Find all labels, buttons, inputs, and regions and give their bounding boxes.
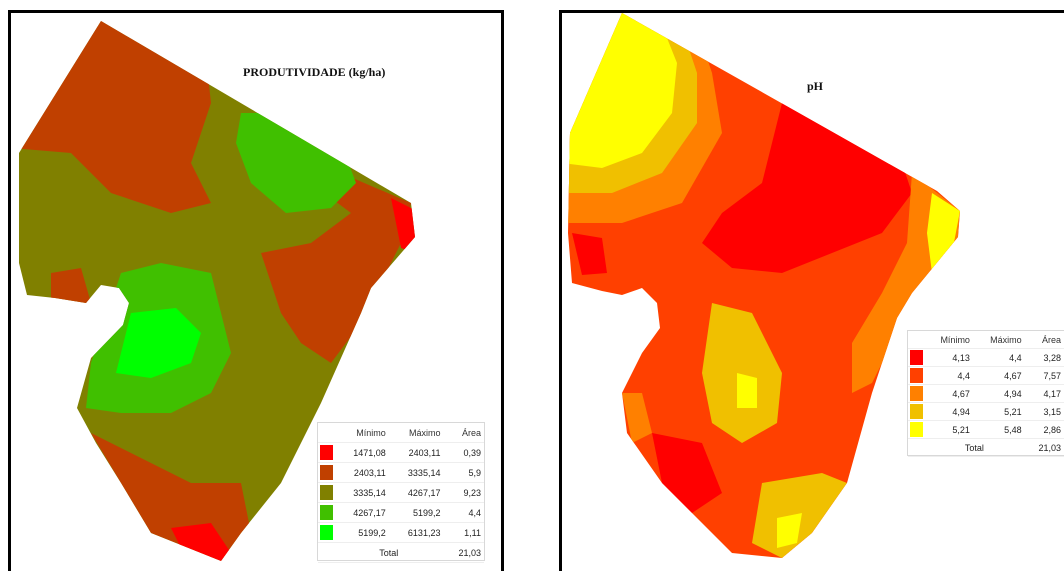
legend-min: 3335,14 [334, 482, 389, 503]
legend-area: 1,11 [443, 522, 484, 543]
legend-min: 5199,2 [334, 522, 389, 543]
legend-min: 2403,11 [334, 462, 389, 483]
ph-map-panel: pH Mínimo Máximo Área 4,13 4,4 3,28 4,4 … [559, 10, 1064, 571]
legend-swatch [320, 465, 333, 480]
legend-header-area: Área [443, 423, 484, 443]
legend-row: 4,94 5,21 3,15 [908, 402, 1064, 421]
legend-header-min: Mínimo [334, 423, 389, 443]
legend-min: 4,4 [924, 366, 973, 385]
legend-max: 3335,14 [388, 462, 444, 483]
legend-min: 5,21 [924, 420, 973, 439]
legend-area: 7,57 [1024, 366, 1064, 385]
zone-5_21-5_48-south [777, 513, 802, 548]
legend-max: 4,4 [972, 348, 1025, 367]
legend-swatch [320, 445, 333, 460]
zone-2403-3335-east [261, 143, 411, 363]
zone-4_13-4_4-south [652, 433, 722, 513]
legend-header-min: Mínimo [924, 331, 973, 349]
legend-row: 3335,14 4267,17 9,23 [318, 482, 484, 503]
zone-5199-6131 [116, 308, 201, 378]
legend-max: 4,94 [972, 384, 1025, 403]
legend-min: 4267,17 [334, 502, 389, 523]
legend-swatch [910, 368, 923, 383]
ph-legend: Mínimo Máximo Área 4,13 4,4 3,28 4,4 4,6… [907, 330, 1064, 457]
legend-row: 4,13 4,4 3,28 [908, 348, 1064, 367]
legend-total-row: Total 21,03 [318, 542, 484, 563]
productivity-map-title: PRODUTIVIDADE (kg/ha) [243, 65, 386, 79]
legend-total-label: Total [334, 542, 444, 563]
legend-min: 4,94 [924, 402, 973, 421]
legend-area: 2,86 [1024, 420, 1064, 439]
ph-map-title: pH [807, 79, 824, 93]
legend-row: 4,67 4,94 4,17 [908, 384, 1064, 403]
productivity-map-panel: PRODUTIVIDADE (kg/ha) Mínimo Máximo Área… [8, 10, 504, 571]
legend-total-row: Total 21,03 [908, 438, 1064, 457]
legend-row: 2403,11 3335,14 5,9 [318, 462, 484, 483]
legend-min: 1471,08 [334, 442, 389, 463]
legend-max: 2403,11 [388, 442, 444, 463]
legend-header-area: Área [1024, 331, 1064, 349]
legend-max: 5,21 [972, 402, 1025, 421]
legend-area: 9,23 [443, 482, 484, 503]
legend-max: 4267,17 [388, 482, 444, 503]
legend-area: 3,15 [1024, 402, 1064, 421]
legend-swatch [320, 525, 333, 540]
legend-area: 4,17 [1024, 384, 1064, 403]
legend-header-row: Mínimo Máximo Área [318, 423, 484, 443]
legend-area: 0,39 [443, 442, 484, 463]
zone-1471-2403-south [171, 523, 231, 561]
legend-max: 5,48 [972, 420, 1025, 439]
productivity-map [19, 21, 415, 561]
legend-total-area: 21,03 [1024, 438, 1064, 457]
legend-total-area: 21,03 [443, 542, 484, 563]
zone-5_21-5_48-east [927, 193, 960, 273]
zone-4_67-4_94-sw [622, 393, 652, 443]
legend-total-label: Total [924, 438, 1025, 457]
legend-max: 5199,2 [388, 502, 444, 523]
ph-zones [568, 13, 960, 558]
zone-4_13-4_4-west [572, 233, 607, 275]
legend-row: 1471,08 2403,11 0,39 [318, 442, 484, 463]
legend-swatch [910, 350, 923, 365]
legend-area: 5,9 [443, 462, 484, 483]
legend-row: 5,21 5,48 2,86 [908, 420, 1064, 439]
legend-header-swatch [318, 423, 334, 443]
legend-row: 4,4 4,67 7,57 [908, 366, 1064, 385]
legend-area: 4,4 [443, 502, 484, 523]
legend-swatch [910, 422, 923, 437]
legend-row: 5199,2 6131,23 1,11 [318, 522, 484, 543]
legend-swatch [320, 505, 333, 520]
legend-swatch [910, 386, 923, 401]
legend-row: 4267,17 5199,2 4,4 [318, 502, 484, 523]
legend-header-max: Máximo [972, 331, 1025, 349]
legend-header-max: Máximo [388, 423, 444, 443]
legend-swatch [320, 485, 333, 500]
ph-map [568, 13, 960, 558]
legend-max: 4,67 [972, 366, 1025, 385]
legend-min: 4,13 [924, 348, 973, 367]
legend-swatch [910, 404, 923, 419]
legend-min: 4,67 [924, 384, 973, 403]
zone-4_94-5_21-center [702, 303, 782, 443]
legend-max: 6131,23 [388, 522, 444, 543]
legend-header-swatch [908, 331, 924, 349]
zone-5_21-5_48-center [737, 373, 757, 408]
productivity-legend: Mínimo Máximo Área 1471,08 2403,11 0,39 … [317, 422, 485, 563]
legend-header-row: Mínimo Máximo Área [908, 331, 1064, 349]
legend-area: 3,28 [1024, 348, 1064, 367]
